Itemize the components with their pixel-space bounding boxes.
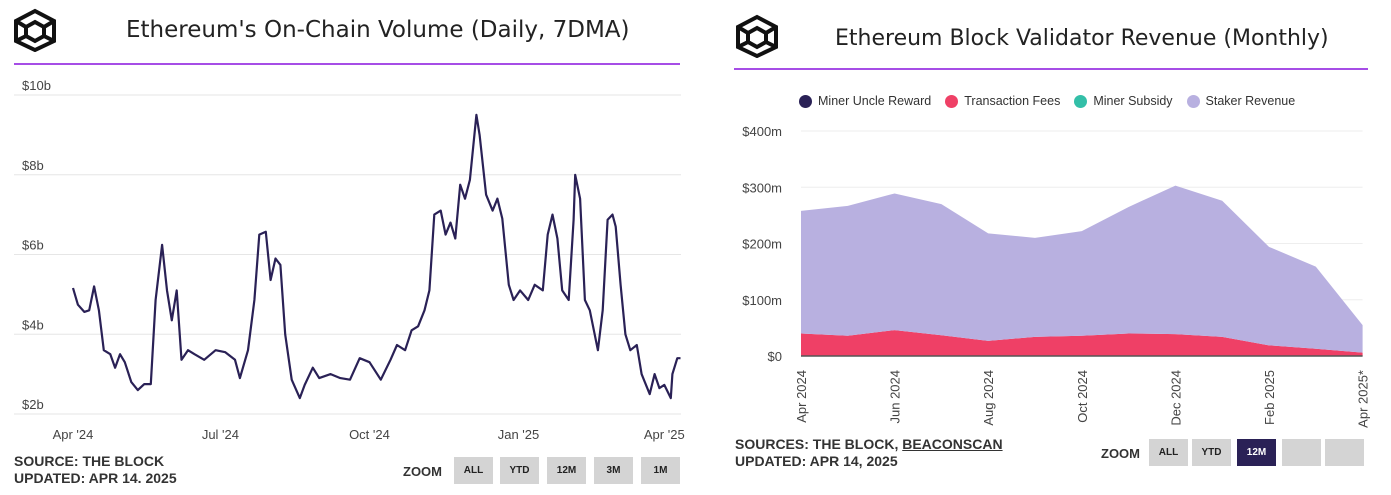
x-tick-label: Feb 2025 xyxy=(1262,370,1277,425)
zoom-extra-button-2[interactable] xyxy=(1325,439,1364,466)
legend-item-transaction-fees[interactable]: Transaction Fees xyxy=(945,94,1060,108)
zoom-ytd-button[interactable]: YTD xyxy=(1192,439,1231,466)
x-tick-label: Dec 2024 xyxy=(1168,370,1183,426)
zoom-label: ZOOM xyxy=(1101,446,1140,461)
legend-label: Transaction Fees xyxy=(964,94,1061,108)
y-tick-label: $6b xyxy=(22,238,44,253)
source-text: SOURCE: THE BLOCK xyxy=(14,453,165,469)
y-tick-label: $100m xyxy=(742,293,782,308)
x-tick-label: Apr '24 xyxy=(53,427,94,442)
zoom-12m-button[interactable]: 12M xyxy=(1237,439,1276,466)
x-tick-label: Jan '25 xyxy=(498,427,540,442)
legend-label: Miner Uncle Reward xyxy=(818,94,932,108)
title-divider xyxy=(14,63,680,65)
zoom-ytd-button[interactable]: YTD xyxy=(500,457,539,484)
revenue-area-chart: $0 $100m $200m $300m $400m Apr 2024 Jun 2024 Au… xyxy=(742,124,1371,428)
legend: Miner Uncle Reward Transaction Fees Mine… xyxy=(799,94,1295,108)
source-text: SOURCES: THE BLOCK, xyxy=(735,436,903,452)
zoom-label: ZOOM xyxy=(403,464,442,479)
x-tick-label: Apr '25 xyxy=(644,427,685,442)
zoom-12m-button[interactable]: 12M xyxy=(547,457,586,484)
updated-text: UPDATED: APR 14. 2025 xyxy=(14,470,177,486)
validator-revenue-panel: Ethereum Block Validator Revenue (Monthl… xyxy=(712,0,1391,495)
y-tick-label: $200m xyxy=(742,237,782,252)
y-tick-label: $300m xyxy=(742,180,782,195)
chart-title: Ethereum Block Validator Revenue (Monthl… xyxy=(835,26,1329,51)
zoom-all-button[interactable]: ALL xyxy=(1149,439,1188,466)
zoom-3m-button[interactable]: 3M xyxy=(594,457,633,484)
y-tick-label: $0 xyxy=(768,349,782,364)
legend-label: Staker Revenue xyxy=(1205,94,1296,108)
y-tick-label: $8b xyxy=(22,158,44,173)
updated-text: UPDATED: APR 14, 2025 xyxy=(735,453,898,469)
zoom-all-button[interactable]: ALL xyxy=(454,457,493,484)
legend-dot-icon xyxy=(945,94,959,108)
legend-item-miner-uncle-reward[interactable]: Miner Uncle Reward xyxy=(799,94,931,108)
area-staker-revenue xyxy=(801,185,1363,353)
chart-title: Ethereum's On-Chain Volume (Daily, 7DMA) xyxy=(126,17,630,43)
x-tick-label: Oct 2024 xyxy=(1075,370,1090,423)
volume-line-chart: $2b $4b $6b $8b $10b Apr '24 Jul '24 Oct '24 Jan… xyxy=(14,78,685,442)
title-divider xyxy=(734,68,1368,70)
legend-item-staker-revenue[interactable]: Staker Revenue xyxy=(1186,94,1296,108)
x-tick-label: Apr 2024 xyxy=(794,370,809,423)
x-tick-label: Aug 2024 xyxy=(981,370,996,426)
the-block-logo-icon xyxy=(14,8,56,52)
legend-dot-icon xyxy=(799,94,812,108)
x-tick-label: Jun 2024 xyxy=(888,370,903,424)
legend-dot-icon xyxy=(1074,94,1088,108)
x-tick-label: Apr 2025* xyxy=(1356,370,1371,428)
legend-dot-icon xyxy=(1186,94,1200,108)
x-tick-label: Oct '24 xyxy=(349,427,390,442)
onchain-volume-panel: Ethereum's On-Chain Volume (Daily, 7DMA)… xyxy=(14,8,685,486)
x-tick-label: Jul '24 xyxy=(202,427,239,442)
legend-label: Miner Subsidy xyxy=(1093,94,1173,108)
legend-item-miner-subsidy[interactable]: Miner Subsidy xyxy=(1074,94,1173,108)
y-tick-label: $4b xyxy=(22,317,44,332)
y-tick-label: $400m xyxy=(742,124,782,139)
the-block-logo-icon xyxy=(736,14,778,58)
volume-series-line xyxy=(71,113,681,400)
y-tick-label: $10b xyxy=(22,78,51,93)
y-tick-label: $2b xyxy=(22,397,44,412)
beaconscan-link[interactable]: BEACONSCAN xyxy=(902,436,1003,452)
area-transaction-fees xyxy=(801,330,1363,356)
zoom-extra-button-1[interactable] xyxy=(1282,439,1321,466)
zoom-1m-button[interactable]: 1M xyxy=(641,457,680,484)
